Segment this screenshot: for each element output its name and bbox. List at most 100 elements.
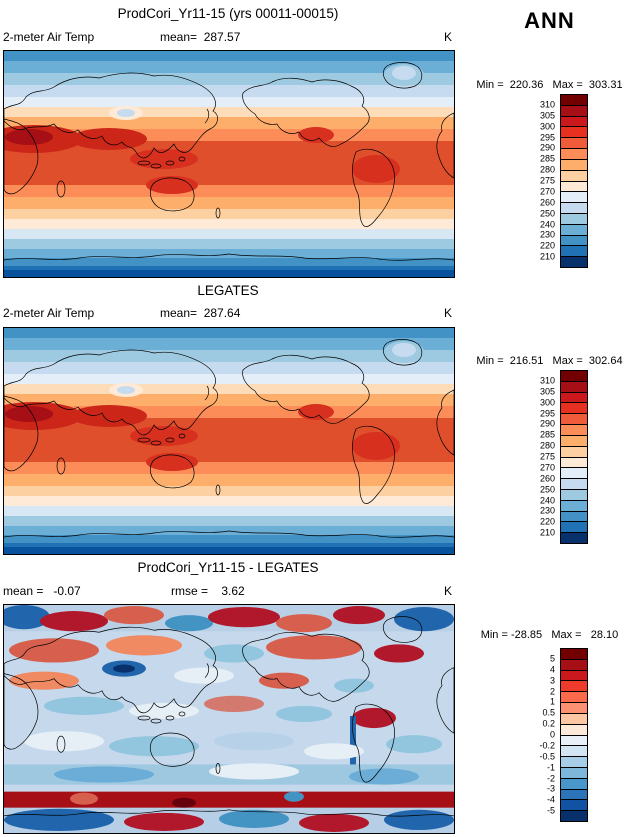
- colorbar-cell: [561, 757, 587, 768]
- panel2-colorbar: 310 305 300 295 290 285 280 275 270 260 250 240 230 2…: [524, 370, 588, 544]
- panel3-rmse-value: rmse = 3.62: [171, 584, 245, 598]
- colorbar-tick-label: 295: [539, 408, 555, 418]
- colorbar-cell: [561, 371, 587, 382]
- panel1-units-label: K: [443, 30, 452, 44]
- colorbar-cell: [561, 692, 587, 704]
- colorbar-tick-label: 310: [539, 375, 555, 386]
- colorbar-cell: [561, 811, 587, 821]
- colorbar-cell: [561, 500, 587, 512]
- colorbar-tick-label: 280: [539, 164, 555, 175]
- panel1-field-label: 2-meter Air Temp: [3, 30, 95, 44]
- colorbar-cell: [561, 257, 587, 267]
- colorbar-cell: [561, 703, 587, 714]
- colorbar-tick-label: 260: [539, 197, 555, 208]
- colorbar-cell: [561, 681, 587, 693]
- panel1-subtitle-row: 2-meter Air Temp mean= 287.57 K: [3, 30, 456, 46]
- colorbar-tick-label: -1: [546, 762, 555, 773]
- colorbar-tick-label: -4: [546, 794, 555, 805]
- panel2-title: LEGATES: [197, 283, 259, 298]
- colorbar-cell: [561, 800, 587, 812]
- difference-map: [3, 604, 455, 834]
- colorbar-cell: [561, 213, 587, 225]
- colorbar-tick-label: 310: [539, 99, 555, 110]
- colorbar-tick-label: 250: [539, 208, 555, 219]
- world-map-svg-obs: [4, 328, 454, 554]
- panel3-units-label: K: [443, 584, 452, 598]
- colorbar-cell: [561, 778, 587, 790]
- colorbar-tick-label: 210: [539, 527, 555, 538]
- colorbar-tick-label: -5: [546, 805, 555, 816]
- panel3-mean-value: mean = -0.07: [3, 584, 81, 598]
- colorbar-cell: [561, 105, 587, 117]
- panel3-stats-row: mean = -0.07 rmse = 3.62 K: [3, 584, 456, 600]
- colorbar-tick-label: 240: [539, 495, 555, 505]
- colorbar-cell: [561, 425, 587, 436]
- panel1-minmax: Min = 220.36 Max = 303.31: [476, 79, 623, 91]
- colorbar-cell: [561, 159, 587, 171]
- colorbar-tick-label: 220: [539, 240, 555, 251]
- panel1-colorbar-ticks: 310 305 300 295 290 285 280 275 270 260 250 240 230 2…: [524, 94, 560, 268]
- colorbar-tick-label: -0.2: [539, 740, 555, 751]
- colorbar-cell: [561, 446, 587, 458]
- colorbar-tick-label: 220: [539, 516, 555, 527]
- colorbar-tick-label: 285: [539, 429, 555, 440]
- panel3-colorbar-ticks: 5 4 3 2 1 0.5 0.2 0 -0.2 -0.5 -1 -2 -3 -4 -5: [524, 648, 560, 822]
- world-map-svg-difference: [4, 605, 454, 833]
- colorbar-cell: [561, 724, 587, 736]
- colorbar-cell: [561, 116, 587, 128]
- colorbar-cell: [561, 789, 587, 801]
- colorbar-tick-label: -3: [546, 783, 555, 794]
- colorbar-tick-label: 3: [549, 675, 555, 686]
- panel1-colorbar: 310 305 300 295 290 285 280 275 270 260 250 240 230 2…: [524, 94, 588, 268]
- colorbar-cell: [561, 381, 587, 393]
- colorbar-tick-label: -0.5: [539, 751, 555, 762]
- panel1-colorbar-cells: [560, 94, 588, 268]
- colorbar-cell: [561, 224, 587, 236]
- colorbar-tick-label: -2: [546, 773, 555, 783]
- colorbar-tick-label: 250: [539, 484, 555, 495]
- colorbar-cell: [561, 246, 587, 258]
- colorbar-tick-label: 305: [539, 386, 555, 397]
- colorbar-tick-label: 0: [549, 729, 555, 740]
- colorbar-cell: [561, 392, 587, 404]
- colorbar-cell: [561, 235, 587, 247]
- colorbar-tick-label: 4: [549, 664, 555, 675]
- colorbar-tick-label: 2: [549, 686, 555, 696]
- model-temperature-map: [3, 50, 455, 278]
- colorbar-tick-label: 300: [539, 121, 555, 132]
- colorbar-tick-label: 295: [539, 132, 555, 142]
- colorbar-tick-label: 290: [539, 418, 555, 429]
- colorbar-cell: [561, 659, 587, 671]
- colorbar-cell: [561, 489, 587, 501]
- colorbar-tick-label: 300: [539, 397, 555, 408]
- colorbar-cell: [561, 95, 587, 106]
- panel3-colorbar: 5 4 3 2 1 0.5 0.2 0 -0.2 -0.5 -1 -2 -3 -4 -5: [524, 648, 588, 822]
- season-label: ANN: [524, 8, 575, 33]
- panel2-colorbar-ticks: 310 305 300 295 290 285 280 275 270 260 250 240 230 2…: [524, 370, 560, 544]
- colorbar-tick-label: 285: [539, 153, 555, 164]
- panel2-units-label: K: [443, 306, 452, 320]
- panel3-minmax: Min = -28.85 Max = 28.10: [480, 629, 619, 641]
- colorbar-cell: [561, 181, 587, 193]
- colorbar-cell: [561, 170, 587, 182]
- colorbar-tick-label: 0.2: [542, 718, 555, 729]
- colorbar-tick-label: 230: [539, 505, 555, 516]
- world-map-svg-model: [4, 51, 454, 277]
- colorbar-cell: [561, 522, 587, 534]
- colorbar-tick-label: 210: [539, 251, 555, 262]
- colorbar-tick-label: 260: [539, 473, 555, 484]
- colorbar-cell: [561, 149, 587, 160]
- colorbar-cell: [561, 767, 587, 779]
- colorbar-cell: [561, 127, 587, 139]
- panel2-mean-value: mean= 287.64: [160, 306, 241, 320]
- colorbar-cell: [561, 511, 587, 523]
- colorbar-tick-label: 275: [539, 175, 555, 186]
- colorbar-tick-label: 5: [549, 653, 555, 664]
- colorbar-cell: [561, 713, 587, 725]
- obs-temperature-map: [3, 327, 455, 555]
- panel1-mean-value: mean= 287.57: [160, 30, 241, 44]
- colorbar-tick-label: 270: [539, 462, 555, 473]
- colorbar-cell: [561, 414, 587, 426]
- colorbar-cell: [561, 479, 587, 490]
